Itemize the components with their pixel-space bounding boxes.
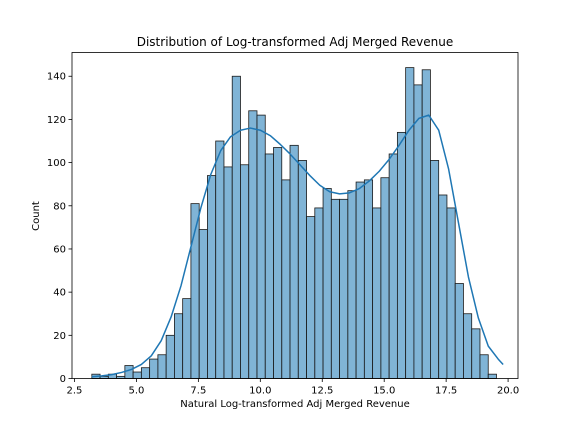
y-tick-label: 140 — [47, 72, 66, 83]
histogram-bar — [199, 230, 207, 379]
y-tick-label: 0 — [60, 374, 66, 385]
histogram-bar — [290, 145, 298, 378]
histogram-bar — [439, 195, 447, 379]
chart-title: Distribution of Log-transformed Adj Merg… — [137, 35, 454, 49]
histogram-bar — [174, 314, 182, 379]
histogram-bar — [298, 160, 306, 378]
histogram-bar — [472, 329, 480, 379]
histogram-bar — [249, 111, 257, 379]
histogram-bar — [166, 335, 174, 378]
x-axis-label: Natural Log-transformed Adj Merged Reven… — [180, 399, 410, 410]
y-tick-label: 100 — [47, 158, 66, 169]
histogram-bar — [389, 154, 397, 379]
histogram-bar — [133, 372, 141, 378]
histogram-bar — [125, 366, 133, 379]
histogram-bar — [356, 182, 364, 378]
histogram-bar — [315, 208, 323, 379]
histogram-bar — [488, 374, 496, 378]
histogram-bar — [232, 76, 240, 378]
histogram-bar — [381, 178, 389, 379]
x-tick-label: 17.5 — [435, 386, 457, 397]
x-tick-label: 20.0 — [497, 386, 519, 397]
y-axis-label: Count — [31, 201, 42, 231]
x-tick-label: 15.0 — [373, 386, 395, 397]
histogram-bar — [447, 208, 455, 379]
histogram-bar — [480, 355, 488, 379]
histogram-bar — [224, 167, 232, 379]
histogram-bar — [216, 141, 224, 378]
x-tick-label: 7.5 — [190, 386, 206, 397]
histogram-bar — [331, 199, 339, 378]
histogram-bar — [158, 355, 166, 379]
histogram-bar — [150, 359, 158, 378]
x-tick-label: 10.0 — [249, 386, 271, 397]
histogram-bar — [141, 368, 149, 379]
histogram-bar — [430, 160, 438, 378]
histogram-bar — [373, 208, 381, 379]
histogram-bar — [397, 132, 405, 378]
x-tick-label: 5.0 — [128, 386, 144, 397]
histogram-bar — [463, 314, 471, 379]
y-tick-label: 20 — [53, 331, 66, 342]
y-tick-label: 80 — [53, 201, 66, 212]
x-tick-label: 12.5 — [311, 386, 333, 397]
histogram-bar — [240, 165, 248, 379]
histogram-bar — [348, 191, 356, 379]
histogram-bar — [414, 85, 422, 379]
y-tick-label: 120 — [47, 115, 66, 126]
histogram-bar — [364, 180, 372, 379]
histogram-bar — [455, 284, 463, 379]
histogram-bar — [183, 299, 191, 379]
histogram-bar — [340, 199, 348, 378]
y-tick-label: 60 — [53, 244, 66, 255]
histogram-bar — [282, 180, 290, 379]
histogram-bar — [265, 154, 273, 379]
histogram-bar — [307, 217, 315, 379]
histogram-bar — [257, 115, 265, 378]
histogram-bar — [274, 147, 282, 378]
y-tick-label: 40 — [53, 288, 66, 299]
histogram-bar — [323, 189, 331, 379]
histogram-bar — [207, 176, 215, 379]
x-tick-label: 2.5 — [67, 386, 83, 397]
histogram-bar — [406, 68, 414, 379]
